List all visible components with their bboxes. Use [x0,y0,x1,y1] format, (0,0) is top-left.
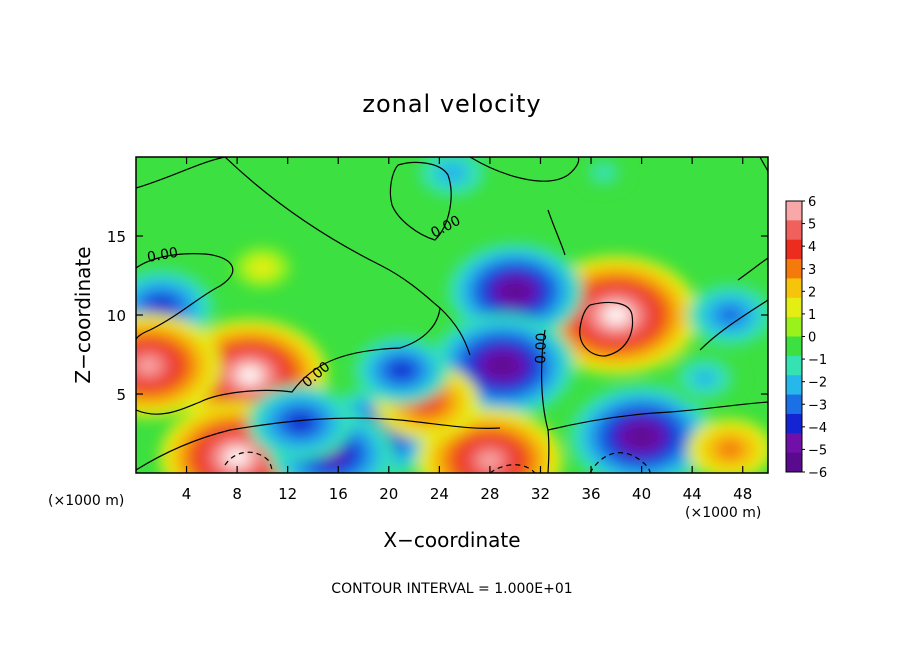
velocity-feature [490,356,515,375]
plot-area: 0.00 0.00 0.00 0.00 [136,157,768,473]
colorbar-tick-label: 4 [808,240,816,255]
velocity-feature [629,427,654,446]
contour-line [489,464,536,473]
velocity-feature [148,297,175,317]
colorbar-tick-label: −3 [808,398,827,413]
contour-line [224,157,471,356]
colorbar-swatch [786,355,802,376]
x-tick-label: 8 [232,485,242,503]
velocity-feature [715,439,745,460]
colorbar-swatch [786,220,802,241]
colorbar-tick-label: 5 [808,218,816,233]
x-tick-label: 4 [182,485,192,503]
y-tick-label: 5 [116,386,126,404]
x-axis: 4 8 12 16 20 24 28 32 36 40 44 48 [182,157,752,503]
contour-line [547,209,566,256]
colorbar-tick-label: −4 [808,421,827,436]
velocity-feature [248,257,277,278]
contour-line [469,157,580,182]
chart-title: zonal velocity [362,90,541,118]
colorbar-swatch [786,452,802,473]
velocity-feature [287,412,314,432]
contour-line [136,157,226,189]
velocity-feature [604,306,629,324]
colorbar-tick-label: 3 [808,263,816,278]
x-tick-label: 48 [733,485,752,503]
y-axis-label: Z−coordinate [71,246,95,383]
contour-label: 0.00 [146,245,179,266]
colorbar-tick-label: −6 [808,466,827,481]
y-tick-label: 15 [107,228,126,246]
contour-line [389,161,452,241]
velocity-field [136,157,768,473]
colorbar-swatch [786,433,802,454]
y-tick-label: 10 [107,307,126,325]
x-tick-label: 20 [379,485,398,503]
y-axis: 5 10 15 [107,228,768,404]
contour-line [540,329,550,473]
velocity-feature [715,304,745,326]
x-axis-label: X−coordinate [383,528,520,552]
x-tick-label: 40 [632,485,651,503]
colorbar-swatch [786,394,802,415]
colorbar-tick-label: 2 [808,285,816,300]
colorbar-tick-label: 6 [808,195,816,210]
colorbar-swatch [786,413,802,434]
velocity-feature [136,356,161,375]
velocity-feature [692,369,718,388]
colorbar-tick-label: −2 [808,376,827,391]
colorbar: 6 5 4 3 2 1 0 −1 −2 −3 −4 −5 −6 [785,195,827,481]
colorbar-swatch [786,297,802,318]
x-tick-label: 28 [480,485,499,503]
colorbar-tick-label: 1 [808,308,816,323]
contour-line [737,257,768,281]
contour-line [136,417,501,471]
colorbar-tick-label: −5 [808,443,827,458]
colorbar-tick-label: −1 [808,353,827,368]
x-tick-label: 24 [430,485,449,503]
colorbar-swatch [786,201,802,221]
x-tick-label: 16 [329,485,348,503]
velocity-feature [591,163,616,182]
velocity-feature [389,361,414,379]
colorbar-tick-label: 0 [808,331,816,346]
x-tick-label: 12 [278,485,297,503]
colorbar-swatch [786,239,802,260]
x-tick-label: 36 [581,485,600,503]
velocity-feature [477,451,503,470]
colorbar-swatch [786,259,802,279]
x-unit-right: (×1000 m) [685,505,761,521]
zero-contours [136,157,768,473]
contour-line [547,401,768,431]
x-unit-left: (×1000 m) [48,493,124,509]
velocity-feature [238,367,261,384]
contour-line [579,301,634,357]
contour-line [136,253,234,341]
contour-label: 0.00 [533,332,550,364]
colorbar-swatch [786,375,802,396]
colorbar-swatch [786,317,802,337]
velocity-feature [435,161,469,185]
contour-interval-note: CONTOUR INTERVAL = 1.000E+01 [331,581,572,597]
colorbar-swatch [786,336,802,357]
contour-line [224,451,273,473]
contour-line [699,299,768,351]
colorbar-swatch [786,278,802,299]
velocity-feature [226,449,249,466]
x-tick-label: 32 [531,485,550,503]
x-tick-label: 44 [683,485,702,503]
velocity-feature [503,283,527,300]
contour-line [589,452,651,473]
contour-line [136,307,441,415]
